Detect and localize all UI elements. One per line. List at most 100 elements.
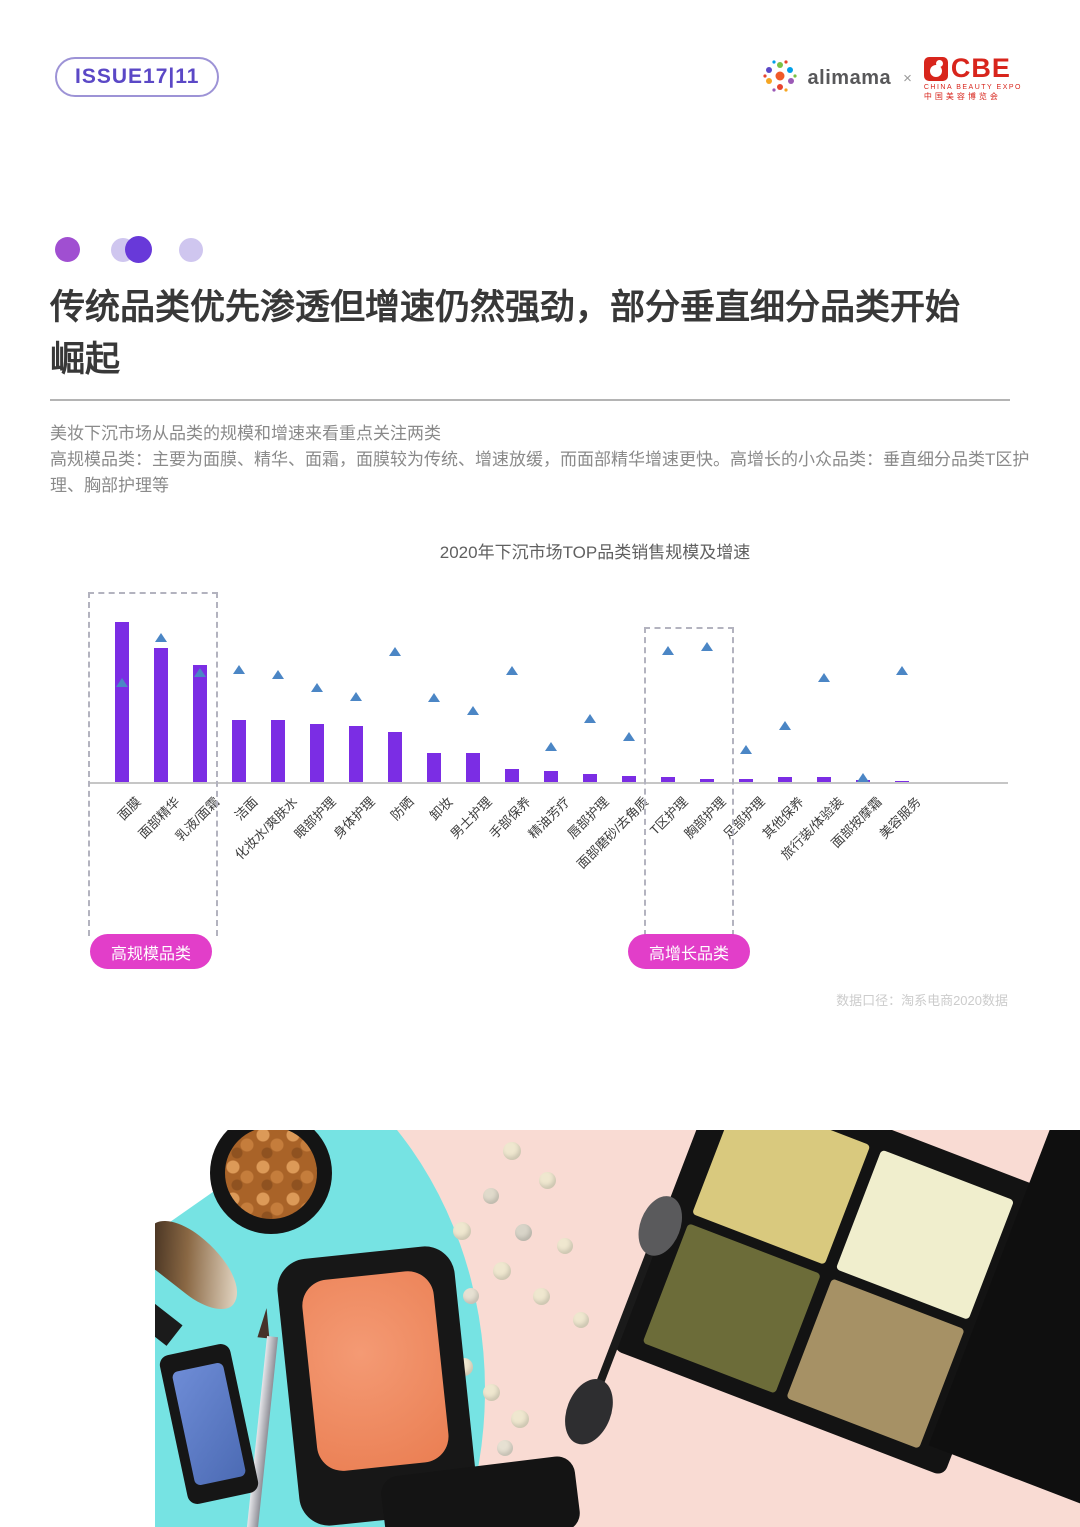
growth-marker-icon <box>622 732 635 742</box>
sales-bar <box>543 770 558 782</box>
category-label: 美容服务 <box>876 794 925 842</box>
pearl <box>497 1440 513 1456</box>
category-label: 手部保养 <box>486 794 535 842</box>
category-bar-chart: 面膜 面部精华 乳液/面霜 洁面 化妆水/爽肤水 眼部护理 身体护理 防晒 卸妆 男士护理 手部保养… <box>88 590 1008 1020</box>
growth-marker-icon <box>505 666 518 676</box>
sales-bar <box>192 665 207 782</box>
category-label: 洁面 <box>232 794 262 824</box>
growth-marker-icon <box>310 683 323 693</box>
pearl <box>493 1262 511 1280</box>
sales-bar <box>582 774 597 782</box>
dot-icon <box>179 238 203 262</box>
pearl <box>511 1410 529 1428</box>
header-logos: alimama × CBE CHINA BEAUTY EXPO 中国美容博览会 <box>762 55 1022 101</box>
growth-marker-icon <box>232 664 245 674</box>
sales-bar <box>816 777 831 782</box>
chart-slot: 手部保养 <box>487 590 534 842</box>
alimama-wordmark: alimama <box>807 66 892 89</box>
pearl <box>503 1142 521 1160</box>
chart-slot: 精油芳疗 <box>526 590 573 842</box>
chart-slot: 乳液/面霜 <box>172 590 222 844</box>
chart-slot: 美容服务 <box>877 590 924 842</box>
pearl <box>483 1188 499 1204</box>
pearl <box>483 1384 500 1401</box>
sales-bar <box>348 726 363 782</box>
chart-slot: 卸妆 <box>414 590 456 823</box>
pearl <box>557 1238 573 1254</box>
sales-bar <box>777 777 792 782</box>
growth-marker-icon <box>661 645 674 655</box>
growth-marker-icon <box>427 693 440 703</box>
high-scale-badge: 高规模品类 <box>90 934 212 969</box>
high-scale-dashed-box <box>88 592 218 936</box>
sales-bar <box>894 781 909 782</box>
chart-plot: 面膜 面部精华 乳液/面霜 洁面 化妆水/爽肤水 眼部护理 身体护理 防晒 卸妆 男士护理 手部保养… <box>88 590 1008 872</box>
cbe-subtitle-cn: 中国美容博览会 <box>923 92 1001 101</box>
growth-marker-icon <box>583 713 596 723</box>
sales-bar <box>309 724 324 782</box>
cbe-subtitle-en: CHINA BEAUTY EXPO <box>923 84 1022 91</box>
growth-marker-icon <box>739 745 752 755</box>
growth-marker-icon <box>349 692 362 702</box>
chart-slot: 眼部护理 <box>292 590 339 842</box>
chart-slot: 胸部护理 <box>682 590 729 842</box>
sales-bar <box>231 719 246 782</box>
growth-marker-icon <box>700 641 713 651</box>
intro-line1: 美妆下沉市场从品类的规模和增速来看重点关注两类 <box>50 424 441 443</box>
category-label: 防晒 <box>388 794 418 824</box>
chart-slot: 面膜 <box>102 590 144 823</box>
alimama-logo-icon <box>762 58 798 99</box>
chart-slot: 化妆水/爽肤水 <box>232 590 300 862</box>
growth-marker-icon <box>778 720 791 730</box>
chart-slot: 面部按摩霜 <box>829 590 885 851</box>
chart-slot: 唇部护理 <box>565 590 612 842</box>
growth-marker-icon <box>115 677 128 687</box>
chart-slot: 旅行装/体验装 <box>778 590 846 862</box>
sales-bar <box>738 778 753 782</box>
chart-slot: 防晒 <box>375 590 417 823</box>
logo-cross: × <box>903 69 912 87</box>
intro-paragraph: 美妆下沉市场从品类的规模和增速来看重点关注两类 高规模品类：主要为面膜、精华、面… <box>50 421 1045 499</box>
sales-bar <box>699 778 714 782</box>
growth-marker-icon <box>856 773 869 782</box>
data-source-note: 数据口径：淘系电商2020数据 <box>836 993 1008 1008</box>
sales-bar <box>114 622 129 782</box>
sales-bar <box>387 732 402 782</box>
title-divider <box>50 399 1010 401</box>
dot-icon <box>55 237 80 262</box>
page-title: 传统品类优先渗透但增速仍然强劲，部分垂直细分品类开始 崛起 <box>50 282 1040 386</box>
category-label: 精油芳疗 <box>525 794 574 842</box>
growth-marker-icon <box>466 706 479 716</box>
chart-slot: 身体护理 <box>331 590 378 842</box>
dot-icon <box>125 236 152 263</box>
sales-bar <box>153 647 168 782</box>
page-title-line1: 传统品类优先渗透但增速仍然强劲，部分垂直细分品类开始 <box>50 288 961 327</box>
sales-bar <box>465 753 480 782</box>
chart-slot: 洁面 <box>219 590 261 823</box>
growth-marker-icon <box>544 742 557 752</box>
pearl <box>573 1312 589 1328</box>
high-growth-dashed-box <box>644 627 734 936</box>
pearl <box>463 1288 479 1304</box>
growth-marker-icon <box>271 670 284 680</box>
high-growth-badge: 高增长品类 <box>628 934 750 969</box>
growth-marker-icon <box>388 647 401 657</box>
cosmetics-photo <box>155 1130 1080 1527</box>
category-label: 卸妆 <box>427 794 457 824</box>
issue-badge: ISSUE17|11 <box>55 57 220 97</box>
chart-slot: 面部精华 <box>136 590 183 842</box>
category-label: 身体护理 <box>330 794 379 842</box>
chart-title: 2020年下沉市场TOP品类销售规模及增速 <box>439 543 751 562</box>
intro-line2: 高规模品类：主要为面膜、精华、面霜，面膜较为传统、增速放缓，而面部精华增速更快。… <box>50 450 1030 495</box>
cbe-wordmark: CBE <box>950 53 1011 83</box>
sales-bar <box>660 777 675 782</box>
page-title-line2: 崛起 <box>50 340 121 379</box>
category-label: 眼部护理 <box>291 794 340 842</box>
chart-slot: T区护理 <box>646 590 690 838</box>
deco-dots <box>55 236 275 264</box>
cbe-logo-icon <box>923 56 948 81</box>
sales-bar <box>504 769 519 782</box>
growth-marker-icon <box>817 673 830 683</box>
growth-marker-icon <box>895 666 908 676</box>
